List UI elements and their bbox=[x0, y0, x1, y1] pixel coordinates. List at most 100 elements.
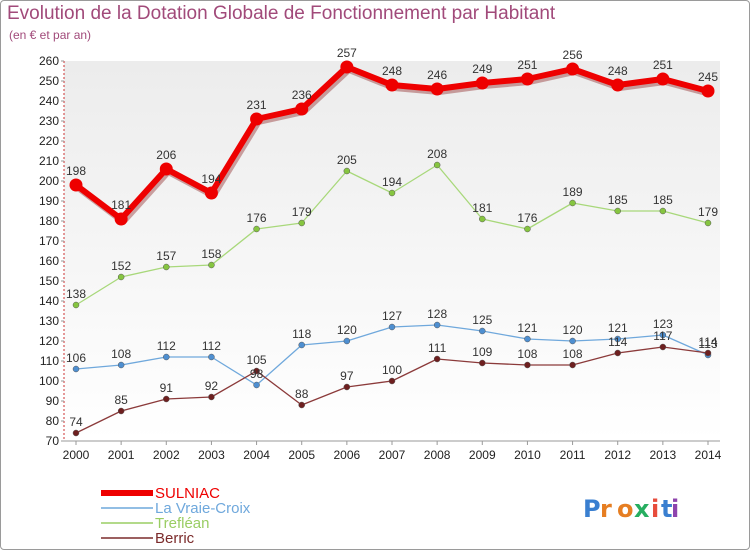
data-point bbox=[208, 393, 215, 401]
data-label: 206 bbox=[156, 148, 176, 162]
y-tick-label: 100 bbox=[39, 374, 59, 388]
y-tick-label: 200 bbox=[39, 174, 59, 188]
data-point bbox=[659, 343, 667, 351]
data-point bbox=[569, 337, 576, 345]
y-tick-label: 170 bbox=[39, 234, 59, 248]
x-tick-label: 2006 bbox=[334, 448, 361, 462]
data-label: 121 bbox=[517, 321, 537, 335]
legend-label: SULNIAC bbox=[155, 485, 220, 502]
chart-title: Evolution de la Dotation Globale de Fonc… bbox=[7, 3, 556, 24]
data-point bbox=[433, 355, 441, 363]
y-tick-label: 130 bbox=[39, 314, 59, 328]
data-point bbox=[659, 207, 667, 215]
data-label: 257 bbox=[337, 46, 357, 60]
data-label: 205 bbox=[337, 153, 357, 167]
x-tick-label: 2007 bbox=[379, 448, 406, 462]
data-point bbox=[524, 361, 531, 369]
data-label: 117 bbox=[653, 329, 672, 343]
data-point bbox=[704, 349, 712, 357]
data-label: 120 bbox=[337, 323, 357, 337]
data-label: 109 bbox=[472, 345, 492, 359]
data-label: 198 bbox=[66, 164, 86, 178]
data-point bbox=[430, 82, 444, 96]
data-label: 121 bbox=[608, 321, 628, 335]
data-point bbox=[520, 72, 534, 86]
data-label: 158 bbox=[201, 247, 221, 261]
data-point bbox=[343, 383, 351, 391]
x-tick-label: 2011 bbox=[560, 448, 586, 462]
data-label: 112 bbox=[157, 339, 176, 353]
plot-area bbox=[64, 61, 720, 441]
data-label: 118 bbox=[292, 327, 311, 341]
data-point bbox=[701, 84, 715, 98]
data-point bbox=[569, 361, 576, 369]
data-point bbox=[340, 60, 354, 74]
data-label: 194 bbox=[382, 175, 402, 189]
data-label: 245 bbox=[698, 70, 718, 84]
y-tick-label: 140 bbox=[39, 294, 59, 308]
data-point bbox=[250, 112, 264, 126]
data-label: 248 bbox=[382, 64, 402, 78]
data-label: 246 bbox=[427, 68, 447, 82]
data-label: 112 bbox=[202, 339, 221, 353]
data-label: 108 bbox=[563, 347, 583, 361]
data-label: 108 bbox=[111, 347, 131, 361]
x-tick-label: 2002 bbox=[153, 448, 180, 462]
x-tick-label: 2009 bbox=[469, 448, 496, 462]
data-label: 181 bbox=[472, 201, 492, 215]
data-point bbox=[614, 335, 621, 343]
data-label: 108 bbox=[517, 347, 537, 361]
data-point bbox=[475, 76, 489, 90]
data-point bbox=[479, 215, 486, 223]
x-tick-label: 2001 bbox=[108, 448, 135, 462]
y-tick-label: 120 bbox=[39, 334, 59, 348]
data-point bbox=[659, 331, 667, 339]
data-point bbox=[656, 72, 670, 86]
y-tick-label: 260 bbox=[39, 54, 59, 68]
y-tick-label: 210 bbox=[39, 154, 59, 168]
logo-letter: P bbox=[583, 495, 601, 523]
data-label: 248 bbox=[608, 64, 628, 78]
logo-letter: o bbox=[617, 495, 634, 523]
data-label: 194 bbox=[201, 172, 221, 186]
logo-letter: t bbox=[661, 495, 672, 523]
data-point bbox=[614, 349, 621, 357]
data-label: 251 bbox=[517, 58, 537, 72]
y-tick-label: 190 bbox=[39, 194, 59, 208]
legend-label: Trefléan bbox=[155, 515, 209, 532]
y-tick-label: 90 bbox=[46, 394, 60, 408]
data-label: 251 bbox=[653, 58, 673, 72]
data-label: 152 bbox=[111, 259, 131, 273]
data-point bbox=[295, 102, 309, 116]
data-point bbox=[566, 62, 580, 76]
x-tick-label: 2003 bbox=[198, 448, 225, 462]
data-point bbox=[524, 335, 531, 343]
data-point bbox=[253, 367, 260, 375]
legend-label: Berric bbox=[155, 530, 195, 547]
data-label: 91 bbox=[160, 381, 174, 395]
data-label: 189 bbox=[563, 185, 583, 199]
data-label: 236 bbox=[292, 88, 312, 102]
data-point bbox=[388, 377, 396, 385]
y-tick-label: 150 bbox=[39, 274, 59, 288]
x-tick-label: 2014 bbox=[695, 448, 722, 462]
data-label: 179 bbox=[292, 205, 312, 219]
data-point bbox=[385, 78, 399, 92]
data-point bbox=[298, 219, 305, 227]
data-label: 92 bbox=[205, 379, 219, 393]
data-label: 176 bbox=[517, 211, 537, 225]
data-label: 85 bbox=[114, 393, 128, 407]
y-tick-label: 240 bbox=[39, 94, 59, 108]
data-label: 127 bbox=[382, 309, 402, 323]
y-tick-label: 230 bbox=[39, 114, 59, 128]
data-point bbox=[343, 337, 351, 345]
data-label: 249 bbox=[472, 62, 492, 76]
x-tick-label: 2000 bbox=[63, 448, 90, 462]
data-point bbox=[208, 261, 215, 269]
y-tick-label: 220 bbox=[39, 134, 59, 148]
data-label: 98 bbox=[250, 367, 264, 381]
data-point bbox=[117, 273, 125, 281]
data-point bbox=[388, 323, 396, 331]
